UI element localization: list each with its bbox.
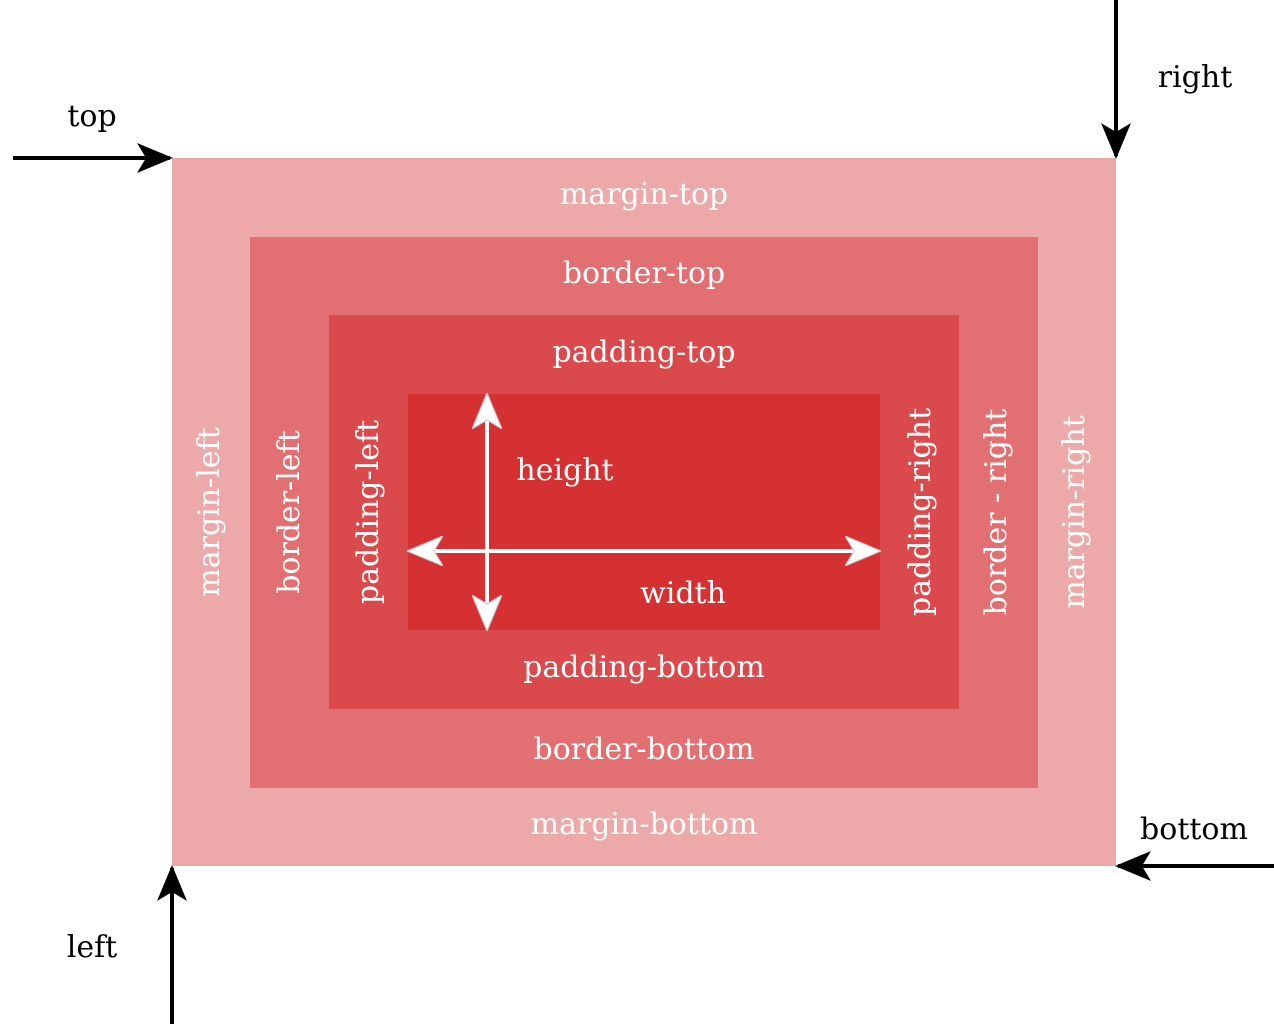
border-left-label: border-left [272,430,307,594]
margin-top-label: margin-top [560,177,728,212]
padding-top-label: padding-top [552,335,735,370]
position-left-label: left [67,930,118,965]
position-top-label: top [67,99,116,134]
height-label: height [516,453,613,488]
position-right-label: right [1158,60,1233,95]
border-bottom-label: border-bottom [534,732,755,767]
border-right-label: border - right [979,409,1014,616]
margin-left-label: margin-left [192,427,227,596]
padding-bottom-label: padding-bottom [523,650,765,685]
width-label: width [640,576,726,611]
margin-right-label: margin-right [1057,415,1092,608]
padding-left-label: padding-left [351,420,386,604]
position-bottom-label: bottom [1140,812,1248,847]
margin-bottom-label: margin-bottom [531,807,758,842]
border-top-label: border-top [563,256,725,291]
padding-right-label: padding-right [903,408,938,616]
